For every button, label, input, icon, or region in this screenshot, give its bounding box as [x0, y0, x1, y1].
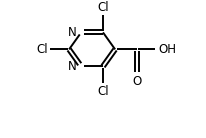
Text: Cl: Cl	[97, 84, 109, 98]
Text: Cl: Cl	[97, 1, 109, 14]
Text: N: N	[68, 60, 76, 73]
Text: Cl: Cl	[37, 43, 48, 56]
Text: OH: OH	[159, 43, 177, 56]
Text: O: O	[132, 75, 142, 88]
Text: N: N	[68, 26, 76, 39]
